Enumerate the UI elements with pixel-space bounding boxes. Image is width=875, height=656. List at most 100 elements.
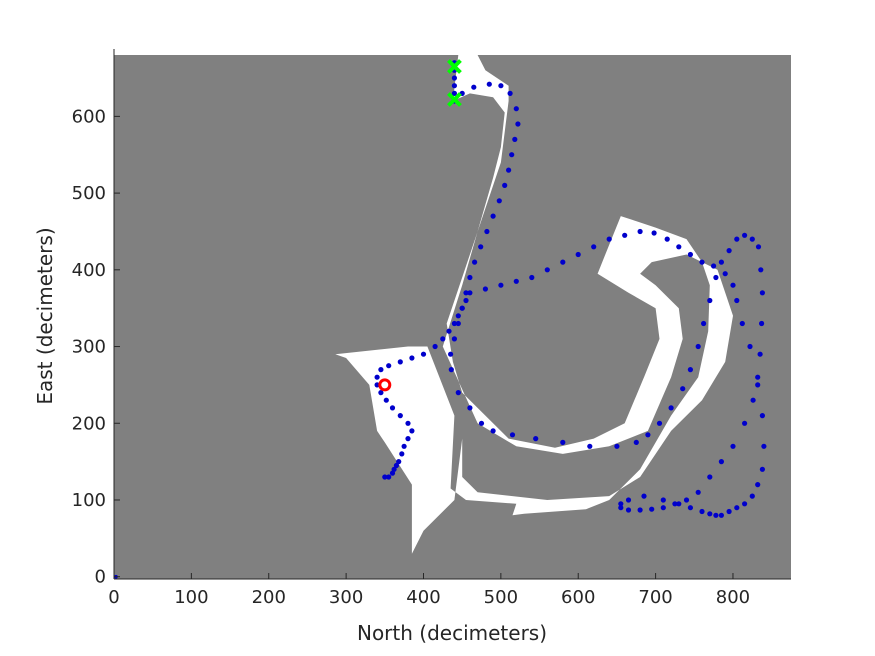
path-point <box>397 359 403 365</box>
path-point <box>420 351 427 357</box>
path-point <box>761 443 767 449</box>
path-point <box>455 313 461 319</box>
path-point <box>757 351 763 357</box>
path-point <box>440 336 446 342</box>
path-point <box>506 167 512 173</box>
path-point <box>687 251 694 258</box>
path-point <box>742 420 748 426</box>
x-tick-label: 100 <box>174 587 208 608</box>
path-point <box>478 244 484 250</box>
path-point <box>451 83 457 89</box>
y-axis-title: East (decimeters) <box>33 227 57 404</box>
path-point <box>672 501 678 507</box>
path-point <box>529 274 535 281</box>
path-point <box>446 328 452 334</box>
path-point <box>660 505 666 511</box>
x-tick-label: 700 <box>638 587 672 608</box>
path-point <box>718 459 725 465</box>
path-point <box>472 259 478 265</box>
path-point <box>396 459 402 465</box>
path-point <box>496 198 502 204</box>
path-point <box>718 512 725 518</box>
path-point <box>695 343 701 350</box>
path-point <box>707 297 713 304</box>
path-point <box>637 228 643 235</box>
path-point <box>637 507 643 513</box>
path-point <box>378 367 384 373</box>
path-point <box>699 259 705 265</box>
y-tick-label: 300 <box>72 337 106 358</box>
path-point <box>660 497 666 503</box>
path-point <box>739 320 745 327</box>
path-point <box>374 374 380 380</box>
path-point <box>747 343 753 350</box>
path-point <box>471 84 477 90</box>
path-point <box>455 320 461 327</box>
y-tick-label: 500 <box>72 183 106 204</box>
path-point <box>397 413 403 419</box>
path-point <box>713 274 719 281</box>
x-tick-label: 300 <box>329 587 363 608</box>
axes-layer <box>113 49 791 580</box>
path-point <box>726 508 732 515</box>
path-point <box>656 420 663 426</box>
path-point <box>393 462 399 469</box>
path-point <box>405 420 411 426</box>
x-tick-label: 600 <box>561 587 595 608</box>
path-point <box>618 505 624 511</box>
x-ticks: 0 100 200 300 400 500 600 700 800 <box>108 573 750 608</box>
path-point <box>755 244 762 250</box>
end-marker <box>378 378 392 392</box>
path-point <box>676 244 682 250</box>
free-space-region <box>335 55 733 554</box>
path-point <box>734 236 740 242</box>
path-point <box>758 267 764 273</box>
path-point <box>512 136 518 142</box>
marker-layer <box>114 59 462 579</box>
path-point <box>451 336 457 342</box>
path-point <box>383 397 389 403</box>
path-point <box>382 474 388 480</box>
path-point <box>484 228 490 235</box>
path-point <box>683 497 690 503</box>
path-point <box>707 474 713 480</box>
path-point <box>755 374 761 380</box>
y-tick-label: 200 <box>72 413 106 434</box>
x-tick-label: 500 <box>484 587 518 608</box>
path-point <box>478 420 485 426</box>
path-point <box>759 466 766 472</box>
path-point <box>701 320 707 327</box>
path-point <box>749 236 755 242</box>
path-point <box>467 274 473 281</box>
path-point <box>509 152 515 158</box>
path-point <box>389 405 396 411</box>
path-point <box>513 106 519 112</box>
path-point <box>405 436 411 442</box>
x-tick-label: 400 <box>406 587 440 608</box>
path-point <box>734 297 740 304</box>
path-point <box>467 405 473 411</box>
path-point <box>467 290 473 296</box>
path-point <box>749 493 755 499</box>
path-point <box>676 501 682 507</box>
y-tick-label: 600 <box>72 106 106 127</box>
path-point <box>378 390 384 396</box>
path-point <box>633 439 639 445</box>
path-point <box>463 297 469 304</box>
path-point <box>742 501 748 507</box>
x-tick-label: 0 <box>108 587 119 608</box>
path-point <box>482 286 488 292</box>
path-point <box>432 343 438 350</box>
path-point <box>490 428 496 434</box>
path-point <box>622 232 628 238</box>
x-tick-label: 200 <box>252 587 286 608</box>
start-marker <box>447 59 462 74</box>
path-point <box>759 290 766 296</box>
path-point <box>455 390 461 396</box>
path-point <box>668 405 674 411</box>
path-point <box>451 90 457 96</box>
path-point <box>742 232 748 238</box>
x-tick-label: 800 <box>716 587 750 608</box>
path-point <box>591 244 597 250</box>
